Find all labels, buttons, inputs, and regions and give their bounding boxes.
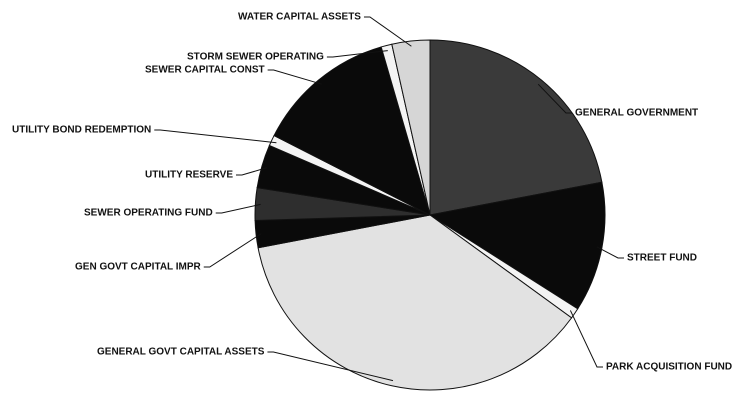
leader-line xyxy=(267,69,322,85)
pie-slice xyxy=(273,46,431,216)
slice-label: PARK ACQUISITION FUND xyxy=(606,362,732,373)
slice-label: GENERAL GOVERNMENT xyxy=(575,108,698,119)
slice-label: STORM SEWER OPERATING xyxy=(187,52,324,63)
leader-line xyxy=(203,233,262,268)
leader-line xyxy=(267,351,394,382)
leader-line xyxy=(215,203,261,214)
pie-slice xyxy=(428,181,606,310)
pie-slice xyxy=(391,39,431,216)
slice-label: SEWER CAPITAL CONST xyxy=(145,65,265,76)
slice-label: GEN GOVT CAPITAL IMPR xyxy=(75,262,202,273)
slice-label: SEWER OPERATING FUND xyxy=(84,208,213,219)
leader-line xyxy=(326,50,388,58)
slice-label: GENERAL GOVT CAPITAL ASSETS xyxy=(97,347,265,358)
slice-label: UTILITY BOND REDEMPTION xyxy=(12,125,151,136)
leader-line xyxy=(235,167,268,176)
leader-line xyxy=(569,310,603,368)
leader-line xyxy=(596,246,624,259)
pie-slice xyxy=(429,39,603,216)
leader-line xyxy=(363,16,412,47)
leader-line xyxy=(154,129,277,144)
leader-line xyxy=(537,83,572,114)
slice-label: UTILITY RESERVE xyxy=(145,170,233,181)
slice-label: WATER CAPITAL ASSETS xyxy=(238,12,361,23)
pie-slice xyxy=(257,214,573,391)
slice-label: STREET FUND xyxy=(627,253,697,264)
